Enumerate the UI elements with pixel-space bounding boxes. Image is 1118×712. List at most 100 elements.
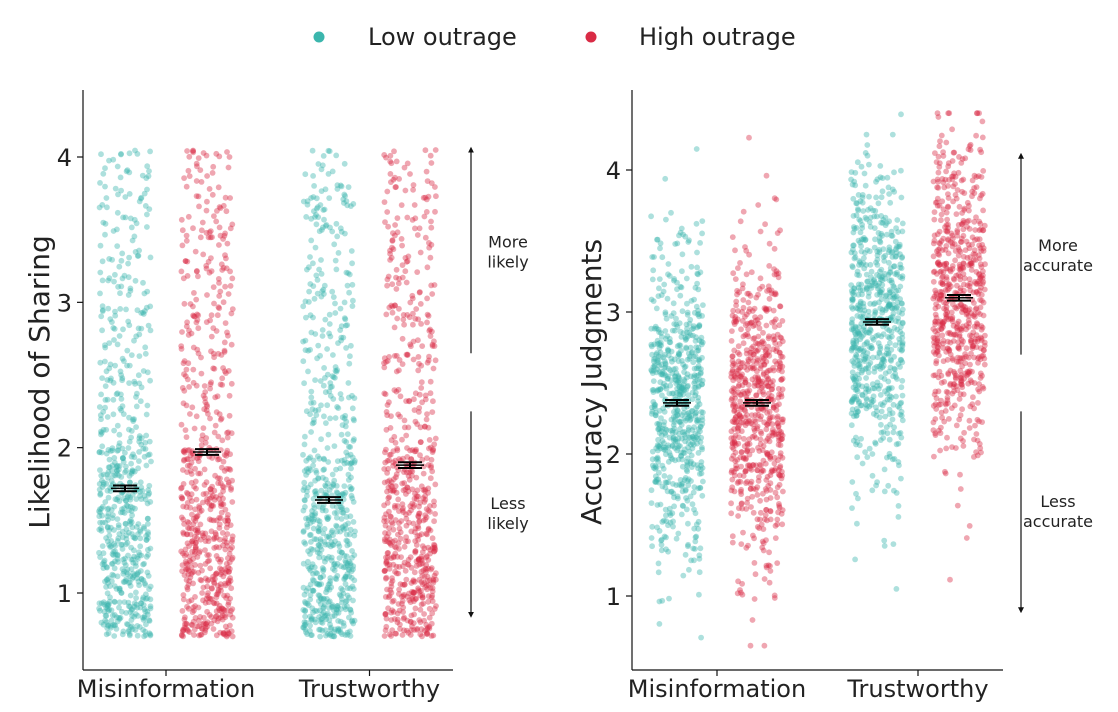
data-point-low-outrage <box>144 608 151 615</box>
data-point-low-outrage <box>334 606 340 613</box>
data-point-low-outrage <box>346 594 352 601</box>
data-point-low-outrage <box>344 629 351 636</box>
data-point-low-outrage <box>329 633 335 640</box>
data-point-low-outrage <box>301 619 308 625</box>
data-point-low-outrage <box>121 272 128 279</box>
data-point-high-outrage <box>191 483 198 490</box>
data-point-high-outrage <box>184 519 191 525</box>
data-point-high-outrage <box>383 560 389 566</box>
data-point-high-outrage <box>191 607 197 614</box>
data-point-low-outrage <box>138 195 144 202</box>
data-point-high-outrage <box>222 614 229 621</box>
data-point-low-outrage <box>682 434 689 441</box>
data-point-low-outrage <box>648 535 655 541</box>
data-point-low-outrage <box>140 309 146 316</box>
data-point-low-outrage <box>887 356 894 363</box>
data-point-high-outrage <box>422 194 429 201</box>
data-point-high-outrage <box>406 314 413 321</box>
data-point-high-outrage <box>217 416 224 423</box>
data-point-high-outrage <box>410 620 417 626</box>
data-point-low-outrage <box>147 148 154 155</box>
data-point-high-outrage <box>418 385 425 391</box>
data-point-low-outrage <box>106 365 113 372</box>
data-point-low-outrage <box>653 325 660 332</box>
data-point-high-outrage <box>218 556 224 563</box>
data-point-high-outrage <box>425 489 431 496</box>
data-point-low-outrage <box>106 532 113 539</box>
data-point-low-outrage <box>662 479 669 486</box>
data-point-low-outrage <box>312 488 319 494</box>
data-point-low-outrage <box>110 228 117 234</box>
data-point-low-outrage <box>699 218 706 225</box>
data-point-high-outrage <box>733 302 739 309</box>
data-point-high-outrage <box>198 442 205 449</box>
data-point-low-outrage <box>697 545 704 552</box>
data-point-low-outrage <box>656 420 662 427</box>
data-point-high-outrage <box>384 188 391 195</box>
data-point-low-outrage <box>146 618 153 624</box>
data-point-low-outrage <box>657 501 664 508</box>
data-point-low-outrage <box>329 503 336 509</box>
data-point-low-outrage <box>344 202 351 209</box>
data-point-low-outrage <box>304 521 310 528</box>
data-point-high-outrage <box>411 495 418 502</box>
data-point-low-outrage <box>102 499 109 505</box>
data-point-low-outrage <box>322 186 329 193</box>
data-point-low-outrage <box>121 568 127 575</box>
data-point-low-outrage <box>848 422 855 429</box>
data-point-low-outrage <box>107 316 114 322</box>
data-point-low-outrage <box>114 390 121 397</box>
data-point-low-outrage <box>336 555 343 561</box>
data-point-low-outrage <box>107 583 113 589</box>
data-point-high-outrage <box>193 485 199 492</box>
data-point-high-outrage <box>394 315 401 322</box>
data-point-high-outrage <box>410 321 416 328</box>
data-point-high-outrage <box>225 517 231 524</box>
data-point-low-outrage <box>325 459 332 465</box>
data-point-high-outrage <box>181 371 187 378</box>
data-point-low-outrage <box>318 546 325 553</box>
data-point-low-outrage <box>100 479 107 486</box>
data-point-high-outrage <box>432 208 438 215</box>
data-point-high-outrage <box>397 626 403 632</box>
data-point-high-outrage <box>189 609 196 616</box>
data-point-low-outrage <box>134 571 141 578</box>
data-point-low-outrage <box>324 610 331 617</box>
data-point-high-outrage <box>194 311 201 318</box>
data-point-low-outrage <box>648 325 655 332</box>
data-point-high-outrage <box>745 356 752 363</box>
data-point-high-outrage <box>202 399 209 405</box>
data-point-low-outrage <box>118 187 124 194</box>
data-point-low-outrage <box>317 522 323 528</box>
data-point-low-outrage <box>335 405 342 411</box>
data-point-low-outrage <box>131 547 137 554</box>
data-point-low-outrage <box>120 628 127 635</box>
data-point-low-outrage <box>314 581 321 587</box>
data-point-high-outrage <box>216 602 223 609</box>
data-point-low-outrage <box>344 562 351 569</box>
data-point-low-outrage <box>138 325 145 332</box>
data-point-low-outrage <box>132 249 139 255</box>
data-point-low-outrage <box>331 561 337 568</box>
data-point-low-outrage <box>329 228 336 235</box>
data-point-low-outrage <box>117 368 124 375</box>
data-point-high-outrage <box>222 252 228 259</box>
data-point-high-outrage <box>931 237 938 244</box>
data-point-low-outrage <box>694 403 701 410</box>
data-point-low-outrage <box>314 355 320 362</box>
data-point-low-outrage <box>327 631 334 637</box>
data-point-high-outrage <box>739 309 745 315</box>
data-point-high-outrage <box>188 621 195 628</box>
data-point-high-outrage <box>202 575 209 582</box>
data-point-low-outrage <box>338 337 344 344</box>
data-point-low-outrage <box>122 469 128 476</box>
data-point-low-outrage <box>131 337 137 344</box>
data-point-high-outrage <box>396 275 402 282</box>
data-point-low-outrage <box>659 519 666 525</box>
data-point-low-outrage <box>110 411 117 418</box>
data-point-low-outrage <box>308 237 315 244</box>
data-point-high-outrage <box>190 618 197 625</box>
data-point-low-outrage <box>865 308 872 315</box>
data-point-low-outrage <box>349 260 355 267</box>
data-point-low-outrage <box>881 543 888 549</box>
